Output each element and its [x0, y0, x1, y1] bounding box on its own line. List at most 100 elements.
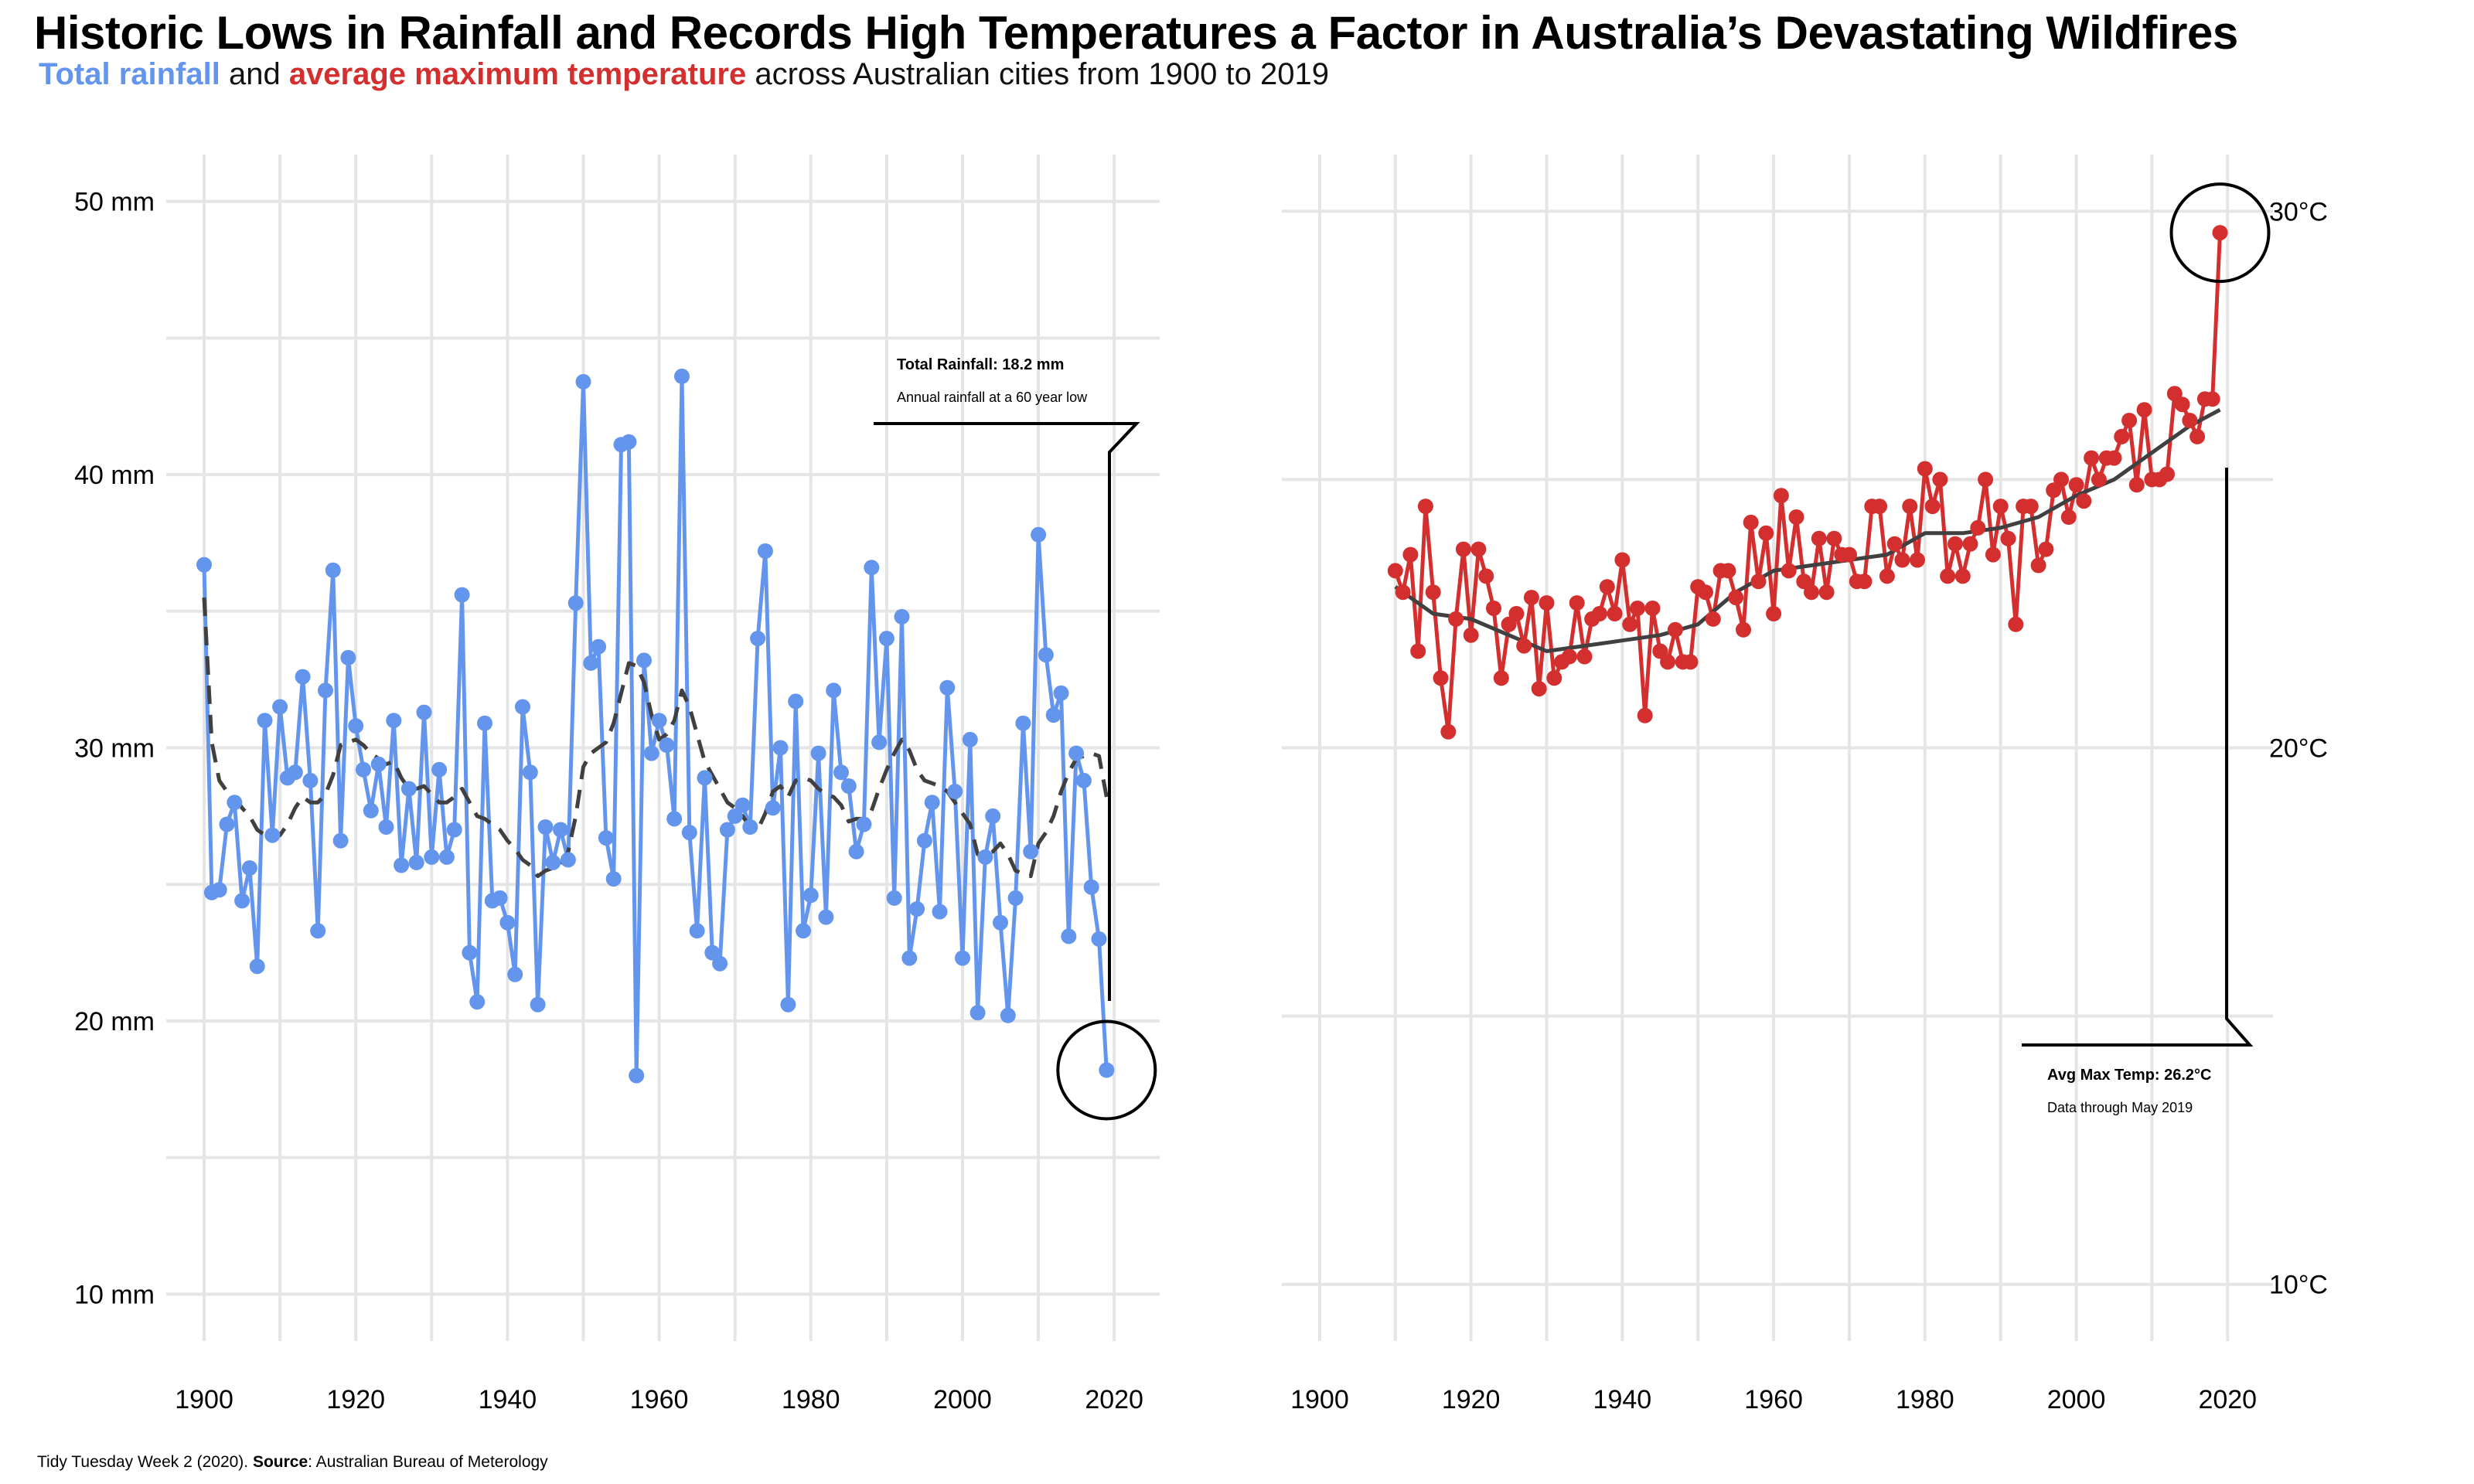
rainfall-data-point	[772, 740, 789, 756]
temperature-data-point	[2136, 402, 2152, 418]
temperature-data-point	[1667, 621, 1683, 638]
rainfall-data-point	[264, 827, 281, 843]
rainfall-data-point	[462, 945, 478, 961]
temperature-data-point	[1486, 601, 1501, 616]
rainfall-data-point	[530, 996, 546, 1013]
temperature-data-point	[1387, 563, 1403, 579]
temperature-data-point	[1954, 568, 1971, 584]
rainfall-data-point	[1091, 931, 1107, 947]
temperature-data-point	[1614, 552, 1631, 568]
subtitle-rain-label: Total rainfall	[39, 57, 220, 91]
temperature-data-point	[1902, 499, 1918, 515]
temperature-data-point	[1682, 654, 1699, 670]
rainfall-data-point	[818, 909, 834, 925]
rainfall-x-tick-label: 1960	[630, 1385, 689, 1414]
rainfall-data-point	[272, 699, 288, 715]
rainfall-data-point	[734, 797, 751, 813]
chart-caption: Tidy Tuesday Week 2 (2020). Source: Aust…	[37, 1453, 548, 1472]
temperature-x-tick-label: 1960	[1744, 1385, 1803, 1414]
temperature-data-point	[1576, 648, 1593, 665]
temperature-data-point	[1637, 707, 1653, 723]
rainfall-data-point	[438, 849, 455, 865]
rainfall-data-point	[985, 808, 1001, 824]
temperature-data-point	[1425, 584, 1441, 601]
rainfall-data-point	[394, 857, 410, 873]
temperature-data-point	[1940, 568, 1956, 584]
rainfall-data-point	[780, 996, 796, 1013]
temperature-data-point	[2046, 482, 2062, 499]
rainfall-y-tick-label: 10 mm	[74, 1280, 155, 1309]
rainfall-data-point	[424, 849, 440, 865]
temperature-data-point	[2204, 391, 2220, 407]
temperature-data-point	[1622, 616, 1638, 632]
rainfall-data-point	[567, 595, 584, 611]
rainfall-data-point	[796, 923, 811, 939]
temperature-data-point	[1743, 514, 1759, 530]
rainfall-data-point	[499, 914, 516, 931]
rainfall-y-tick-label: 50 mm	[74, 188, 155, 217]
temperature-data-point	[1561, 648, 1577, 665]
temperature-data-point	[1924, 499, 1941, 515]
rainfall-data-point	[605, 871, 622, 887]
temperature-data-point	[2182, 413, 2198, 428]
temperature-data-point	[1736, 621, 1751, 638]
rainfall-data-point	[848, 843, 864, 859]
temperature-data-point	[1599, 579, 1615, 595]
rainfall-x-tick-label: 2020	[1085, 1385, 1143, 1414]
temperature-data-point	[1546, 670, 1562, 686]
rainfall-data-point	[651, 713, 667, 729]
temperature-data-point	[1493, 670, 1509, 686]
temperature-plot-layer: 1900 1920 1940 1960 1980 2000 2020 10°C 20°C 30°C	[1282, 155, 2328, 1414]
rainfall-data-point	[757, 543, 773, 559]
rainfall-data-point	[575, 373, 591, 390]
rainfall-y-tick-label: 30 mm	[74, 734, 155, 764]
temperature-data-point	[2114, 428, 2130, 444]
temperature-data-point	[1698, 584, 1713, 601]
rainfall-y-tick-label: 40 mm	[74, 461, 155, 490]
temperature-data-point	[1644, 601, 1661, 616]
rainfall-annotation-text: Annual rainfall at a 60 year low	[897, 390, 1088, 405]
temperature-x-tick-label: 1980	[1896, 1385, 1954, 1414]
rainfall-data-point	[712, 955, 728, 972]
rainfall-data-point	[318, 682, 333, 699]
rainfall-data-point	[719, 822, 735, 838]
rainfall-data-point	[878, 631, 895, 647]
rainfall-data-point	[932, 904, 948, 920]
rainfall-data-point	[977, 849, 993, 865]
temperature-data-point	[2212, 225, 2228, 241]
rainfall-data-point	[477, 715, 492, 731]
rainfall-data-point	[302, 772, 319, 788]
temperature-data-point	[1448, 611, 1464, 627]
temperature-data-point	[1508, 606, 1525, 621]
caption-prefix: Tidy Tuesday Week 2 (2020).	[37, 1453, 253, 1471]
temperature-data-point	[1728, 590, 1744, 606]
temperature-y-tick-label: 30°C	[2269, 197, 2328, 226]
temperature-data-point	[2000, 530, 2016, 546]
rainfall-data-point	[537, 819, 554, 835]
rainfall-data-point	[939, 679, 956, 696]
rainfall-data-point	[378, 819, 394, 835]
rainfall-data-point	[621, 434, 637, 450]
temperature-data-point	[1402, 546, 1419, 563]
temperature-data-point	[1523, 590, 1539, 606]
temperature-panel: 1900 1920 1940 1960 1980 2000 2020 10°C 20°C 30°C…	[1282, 155, 2328, 1414]
temperature-data-point	[1516, 638, 1532, 654]
temperature-y-tick-label: 10°C	[2269, 1271, 2328, 1300]
rainfall-data-point	[522, 764, 538, 781]
rainfall-x-tick-label: 1980	[782, 1385, 840, 1414]
rainfall-data-point	[591, 638, 607, 655]
temperature-data-point	[1433, 670, 1449, 686]
temperature-data-point	[1410, 643, 1426, 659]
temperature-data-point	[1660, 654, 1676, 670]
rainfall-data-point	[386, 713, 402, 729]
rainfall-data-point	[636, 652, 652, 669]
temperature-data-point	[2030, 557, 2046, 574]
temperature-data-point	[1720, 563, 1736, 579]
temperature-data-point	[1910, 552, 1925, 568]
temperature-data-point	[1842, 546, 1857, 563]
rainfall-data-point	[840, 778, 857, 794]
rainfall-data-point	[416, 704, 432, 720]
temperature-data-point	[2022, 499, 2039, 515]
temperature-data-point	[1395, 584, 1411, 601]
rainfall-data-point	[257, 713, 273, 729]
